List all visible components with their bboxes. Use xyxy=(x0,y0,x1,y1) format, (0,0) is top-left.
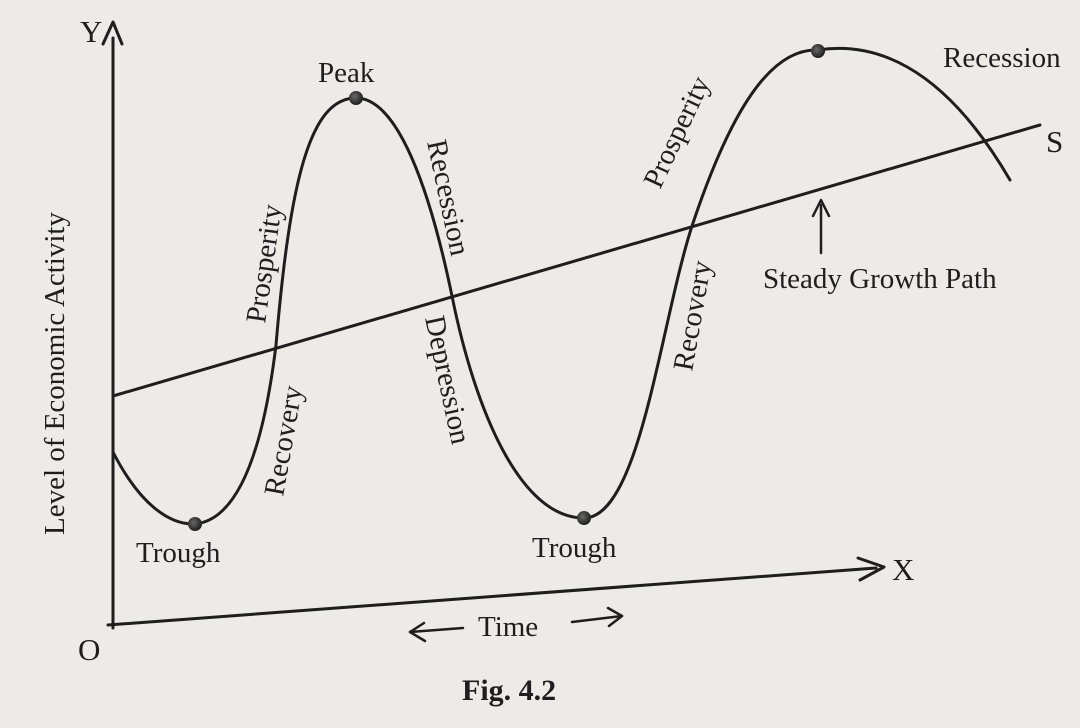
y-axis-arrowhead xyxy=(101,20,124,46)
time-right-arrow xyxy=(570,614,624,624)
trough-label-2: Trough xyxy=(532,532,617,564)
trough-label-1: Trough xyxy=(136,537,221,569)
time-left-arrowhead xyxy=(408,621,427,643)
x-axis-arrowhead xyxy=(856,556,886,582)
y-axis-letter: Y xyxy=(80,14,102,49)
y-axis-label: Level of Economic Activity xyxy=(39,212,71,535)
figure-caption: Fig. 4.2 xyxy=(462,674,556,707)
origin-letter: O xyxy=(78,632,100,667)
x-axis xyxy=(106,566,878,627)
time-left-arrow xyxy=(408,626,465,634)
peak-point-2 xyxy=(811,44,825,58)
recession-label-2: Recession xyxy=(943,42,1061,74)
time-right-arrowhead xyxy=(606,606,624,628)
prosperity-label-1: Prosperity xyxy=(240,202,288,325)
peak-point-1 xyxy=(349,91,363,105)
recession-label-1: Recession xyxy=(420,137,476,259)
trough-point-1 xyxy=(188,517,202,531)
peak-label-1: Peak xyxy=(318,57,375,89)
prosperity-label-2: Prosperity xyxy=(637,71,717,193)
steady-growth-path-label: Steady Growth Path xyxy=(763,263,997,295)
steady-growth-path-line xyxy=(111,123,1042,398)
time-label: Time xyxy=(478,611,538,643)
depression-label-1: Depression xyxy=(418,313,477,448)
x-axis-letter: X xyxy=(892,552,914,587)
trend-line-letter: S xyxy=(1046,124,1063,159)
recovery-label-2: Recovery xyxy=(667,258,718,373)
business-cycle-curve xyxy=(111,46,1012,526)
steady-growth-pointer-arrowhead xyxy=(811,198,831,218)
trough-point-2 xyxy=(577,511,591,525)
